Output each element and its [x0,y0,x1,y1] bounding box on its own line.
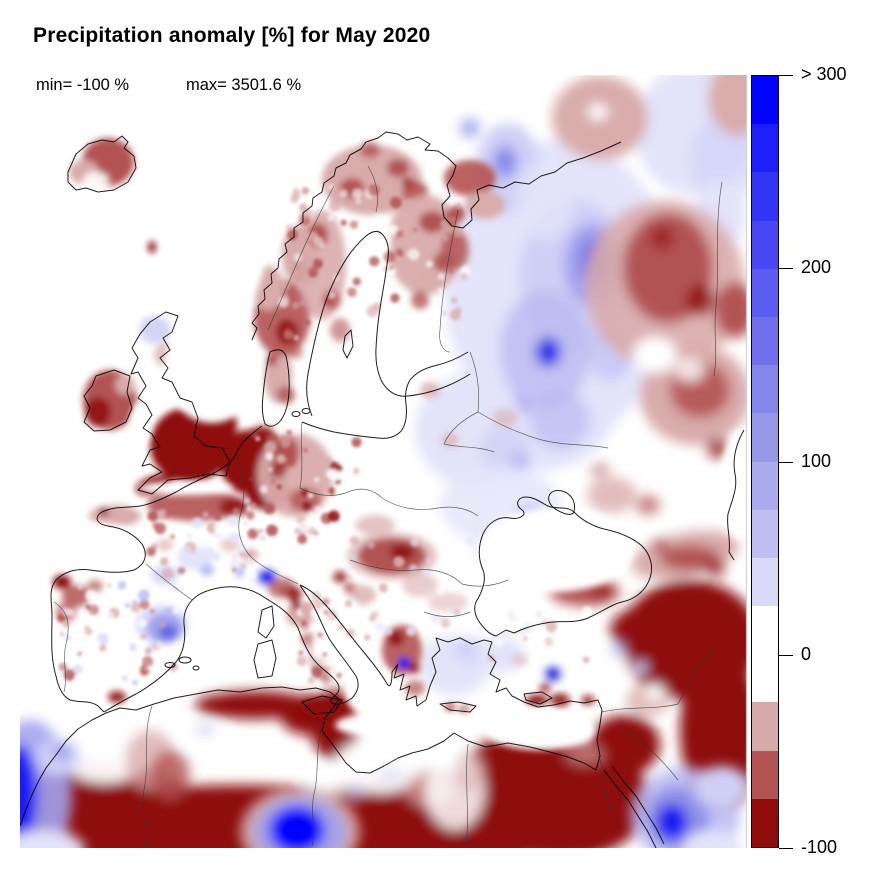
colorbar-segment [752,654,778,703]
sea-mask [45,180,747,750]
colorbar-segment [752,702,778,751]
colorbar-tick-label: 100 [801,450,832,471]
colorbar-segment [752,365,778,414]
anomaly-field [20,75,747,848]
colorbar-segment [752,220,778,269]
colorbar-segment [752,76,778,125]
anomaly-map-svg [20,75,747,848]
country-borders [53,165,723,848]
colorbar-tick-label: > 300 [801,64,847,85]
europe-anomaly-map [20,75,747,848]
colorbar-segment [752,413,778,462]
colorbar-segment [752,124,778,173]
colorbar-segment [752,509,778,558]
stats-line: min= -100 % max= 3501.6 % [36,76,301,95]
coastlines [20,131,745,848]
page-title: Precipitation anomaly [%] for May 2020 [33,24,431,47]
colorbar-segment [752,268,778,317]
colorbar [751,75,779,848]
colorbar-tick-mark [779,654,793,656]
colorbar-tick-mark [779,461,793,463]
colorbar-tick-label: -100 [801,837,838,858]
colorbar-tick-mark [779,268,793,270]
colorbar-segment [752,172,778,221]
colorbar-segment [752,316,778,366]
colorbar-tick-label: 0 [801,643,812,664]
colorbar-tick-mark [779,848,793,849]
colorbar-area: > 300 200 100 0 -100 [751,64,875,857]
min-value-label: min= -100 % [36,76,130,94]
colorbar-tick-label: 200 [801,257,832,278]
colorbar-tick-mark [779,75,793,76]
colorbar-segment [752,606,778,655]
sea-wet-spots [20,720,747,848]
colorbar-segment [752,461,778,510]
max-value-label: max= 3501.6 % [186,76,302,94]
colorbar-segment [752,557,778,607]
colorbar-segment [752,750,778,799]
colorbar-segment [752,798,778,847]
